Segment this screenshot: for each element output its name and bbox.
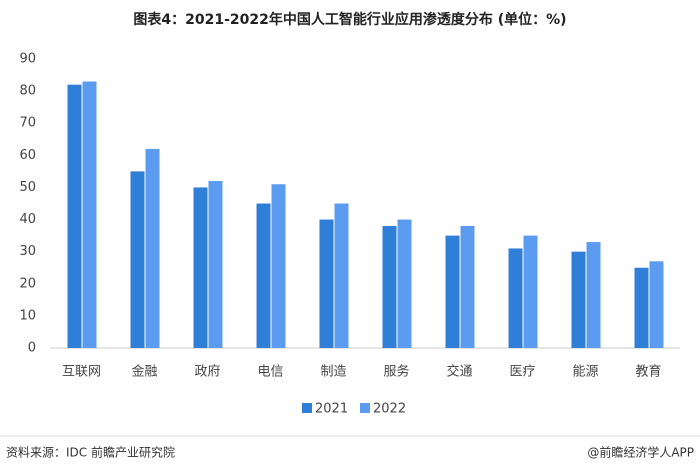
credit: @前瞻经济学人APP [587, 445, 694, 460]
y-tick-label: 70 [19, 116, 36, 131]
bar [271, 184, 286, 348]
y-tick-label: 20 [19, 276, 36, 291]
x-tick-label: 互联网 [62, 365, 101, 380]
bar [445, 235, 460, 348]
chart-title: 图表4：2021-2022年中国人工智能行业应用渗透度分布 (单位：%) [133, 11, 566, 28]
bar [193, 187, 208, 348]
bar [508, 248, 523, 348]
x-tick-label: 能源 [572, 365, 598, 380]
bar [571, 251, 586, 348]
y-tick-label: 30 [19, 244, 36, 259]
y-tick-label: 80 [19, 84, 36, 99]
bar [256, 203, 271, 348]
x-tick-label: 服务 [383, 364, 409, 380]
x-tick-label: 教育 [635, 364, 661, 380]
y-tick-label: 60 [19, 148, 36, 163]
y-tick-label: 90 [19, 52, 36, 67]
bar [145, 148, 160, 348]
x-tick-label: 医疗 [509, 365, 535, 380]
bar [208, 181, 223, 348]
legend-swatch [360, 403, 370, 413]
bar [319, 219, 334, 348]
bar [397, 219, 412, 348]
bar [523, 235, 538, 348]
legend-label: 2022 [373, 402, 406, 417]
bar [82, 81, 97, 348]
y-tick-label: 0 [28, 341, 36, 356]
bar [649, 261, 664, 348]
x-tick-label: 政府 [194, 365, 220, 380]
bar [382, 225, 397, 348]
bar [460, 225, 475, 348]
legend-label: 2021 [315, 402, 348, 417]
x-tick-label: 制造 [320, 365, 346, 380]
bar [67, 84, 82, 348]
y-tick-label: 50 [19, 180, 36, 195]
x-tick-label: 金融 [131, 364, 157, 380]
bar [634, 267, 649, 348]
legend-swatch [302, 403, 312, 413]
y-tick-label: 40 [19, 212, 36, 227]
y-tick-label: 10 [19, 308, 36, 323]
source: 资料来源：IDC 前瞻产业研究院 [6, 445, 175, 460]
bar [586, 242, 601, 348]
bar [334, 203, 349, 348]
x-tick-label: 电信 [257, 365, 283, 380]
x-tick-label: 交通 [446, 364, 472, 380]
bar [130, 171, 145, 348]
